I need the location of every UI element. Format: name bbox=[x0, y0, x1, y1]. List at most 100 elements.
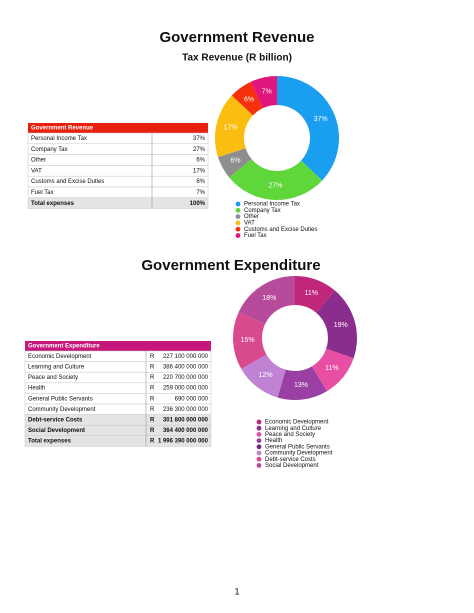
table-cell: 301 800 000 000 bbox=[163, 417, 209, 423]
table-cell: 1 996 390 000 000 bbox=[158, 439, 209, 445]
donut-slice bbox=[233, 312, 267, 369]
table-row-bg bbox=[27, 186, 209, 199]
donut-slice bbox=[238, 276, 295, 325]
table-cell: Debt-service Costs bbox=[28, 417, 83, 423]
table-cell: 100% bbox=[190, 201, 206, 207]
table-header-bg bbox=[28, 123, 208, 133]
table-cell: 227 100 000 000 bbox=[163, 354, 209, 360]
legend-label: Debt-service Costs bbox=[265, 457, 316, 463]
table-cell: Company Tax bbox=[31, 147, 68, 153]
legend-swatch bbox=[256, 438, 262, 443]
section-title: Government Expenditure bbox=[141, 257, 320, 274]
legend-label: Fuel Tax bbox=[244, 233, 267, 239]
table-cell: Other bbox=[31, 158, 46, 164]
legend-swatch bbox=[235, 201, 241, 207]
legend-swatch bbox=[256, 463, 262, 468]
table-cell: 37% bbox=[193, 136, 206, 142]
table-cell: Peace and Society bbox=[28, 375, 78, 381]
legend-swatch bbox=[256, 456, 262, 462]
table-cell: Health bbox=[28, 386, 45, 392]
chart-title: Tax Revenue (R billion) bbox=[182, 53, 292, 64]
table-row-bg bbox=[27, 197, 209, 209]
table-cell: R bbox=[150, 417, 155, 423]
legend-swatch bbox=[235, 207, 241, 213]
table-row-bg bbox=[27, 154, 209, 166]
legend-label: Customs and Excise Duties bbox=[244, 227, 317, 233]
donut-slice bbox=[218, 148, 252, 178]
table-cell: 27% bbox=[193, 147, 206, 153]
section-title: Government Revenue bbox=[159, 29, 314, 46]
legend-swatch bbox=[256, 444, 262, 450]
table-cell: 6% bbox=[196, 158, 205, 164]
donut-slice bbox=[215, 95, 253, 158]
table-cell: Fuel Tax bbox=[31, 190, 54, 196]
table-cell: 7% bbox=[196, 190, 205, 196]
table-cell: General Public Servants bbox=[28, 396, 93, 402]
donut-slice bbox=[229, 159, 323, 200]
legend-swatch bbox=[235, 214, 241, 220]
table-cell: Customs and Excise Duties bbox=[31, 179, 104, 185]
table-header: Government Revenue bbox=[31, 126, 94, 132]
table-cell: 220 700 000 000 bbox=[163, 375, 209, 381]
page-number: 1 bbox=[234, 586, 239, 596]
table-cell: R bbox=[150, 396, 155, 402]
table-row-bg bbox=[27, 165, 209, 177]
donut-slice bbox=[277, 76, 339, 181]
table-cell: Total expenses bbox=[28, 439, 72, 445]
legend-swatch bbox=[235, 233, 241, 238]
donut-slice bbox=[316, 290, 358, 359]
table-cell: Social Development bbox=[28, 428, 85, 434]
donut-slice bbox=[311, 348, 354, 392]
legend-label: Other bbox=[244, 214, 259, 220]
slice-label: 18% bbox=[262, 295, 276, 302]
slice-label: 6% bbox=[244, 96, 254, 103]
table-cell: R bbox=[150, 386, 155, 392]
legend-swatch bbox=[235, 220, 241, 226]
slice-label: 12% bbox=[259, 372, 273, 379]
slice-label: 13% bbox=[294, 382, 308, 389]
table-cell: R bbox=[150, 407, 155, 413]
legend-label: Economic Development bbox=[265, 420, 329, 426]
legend-label: Personal Income Tax bbox=[244, 202, 300, 208]
table-cell: Learning and Culture bbox=[28, 364, 85, 370]
legend-swatch bbox=[256, 425, 262, 431]
legend-label: Social Development bbox=[265, 463, 319, 469]
legend-label: Learning and Culture bbox=[265, 426, 322, 432]
legend-label: Company Tax bbox=[244, 208, 281, 214]
table-cell: 386 400 000 000 bbox=[163, 364, 209, 370]
slice-label: 37% bbox=[314, 116, 328, 123]
slice-label: 19% bbox=[334, 322, 348, 329]
legend-swatch bbox=[256, 419, 262, 425]
table-cell: R bbox=[150, 428, 155, 434]
table-cell: 259 000 000 000 bbox=[163, 386, 209, 392]
table-cell: R bbox=[150, 375, 155, 381]
table-cell: R bbox=[150, 364, 155, 370]
table-cell: R bbox=[150, 439, 155, 445]
table-cell: 690 000 000 bbox=[175, 396, 209, 402]
table-cell: 364 400 000 000 bbox=[163, 428, 209, 434]
donut-slice bbox=[250, 76, 277, 109]
legend-label: Peace and Society bbox=[265, 432, 315, 438]
slice-label: 7% bbox=[262, 88, 272, 95]
legend-label: Health bbox=[265, 438, 282, 444]
table-cell: Economic Development bbox=[28, 354, 92, 360]
table-cell: 17% bbox=[193, 168, 206, 174]
table-cell: VAT bbox=[31, 168, 42, 174]
table-header: Government Expenditure bbox=[28, 344, 100, 350]
table-cell: R bbox=[150, 354, 155, 360]
legend-swatch bbox=[235, 226, 241, 232]
table-cell: Total expenses bbox=[31, 201, 75, 207]
slice-label: 6% bbox=[230, 158, 240, 165]
slice-label: 17% bbox=[224, 124, 238, 131]
legend-swatch bbox=[256, 450, 262, 456]
table-cell: Personal Income Tax bbox=[31, 136, 87, 142]
table-cell: 6% bbox=[196, 179, 205, 185]
legend-label: Community Development bbox=[265, 451, 333, 457]
legend-swatch bbox=[256, 432, 262, 437]
donut-slice bbox=[295, 276, 335, 313]
table-header-bg bbox=[25, 341, 211, 351]
donut-slice bbox=[241, 354, 286, 398]
table-row-bg bbox=[24, 435, 212, 447]
slice-label: 15% bbox=[241, 337, 255, 344]
